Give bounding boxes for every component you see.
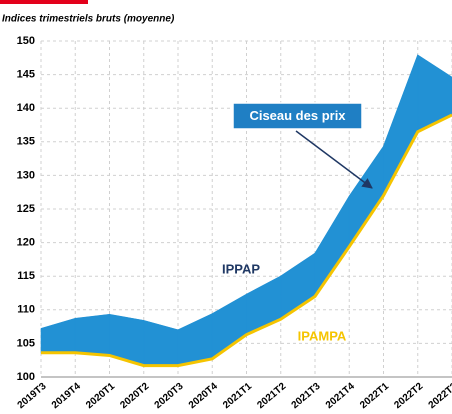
x-tick-label: 2021T2: [255, 381, 288, 412]
x-tick-label: 2022T2: [392, 381, 425, 412]
series-label: IPAMPA: [298, 328, 347, 343]
ippap-line: [40, 54, 452, 331]
y-tick-label: 130: [17, 169, 35, 181]
band-segment: [143, 320, 179, 366]
band-segment: [314, 195, 350, 298]
x-tick-label: 2022T1: [358, 381, 391, 412]
annotation-box: [232, 102, 363, 130]
ipampa-line: [41, 113, 452, 368]
x-tick-label: 2021T1: [221, 381, 254, 412]
x-tick-label: 2022T3: [427, 381, 452, 412]
band-segment: [383, 55, 419, 196]
y-tick-label: 110: [17, 304, 35, 316]
x-tick-label: 2019T3: [16, 381, 49, 412]
band-segment: [74, 314, 110, 356]
y-tick-label: 145: [17, 69, 35, 81]
x-tick-label: 2020T2: [118, 381, 151, 412]
chart-title: Indices trimestriels bruts (moyenne): [2, 14, 175, 25]
x-tick-label: 2020T4: [187, 381, 220, 412]
x-tick-label: 2021T4: [324, 381, 357, 412]
x-tick-label: 2019T4: [50, 381, 83, 412]
header-bar: [0, 0, 88, 4]
series-label: IPPAP: [222, 261, 260, 276]
y-tick-label: 115: [17, 270, 35, 282]
annotation-arrow: [295, 130, 373, 189]
band-segment: [348, 145, 384, 248]
y-tick-label: 140: [17, 102, 35, 114]
x-tick-label: 2020T3: [153, 381, 186, 412]
x-tick-label: 2020T1: [84, 381, 117, 412]
y-tick-label: 120: [17, 237, 35, 249]
x-tick-label: 2021T3: [290, 381, 323, 412]
y-tick-label: 135: [17, 136, 35, 148]
y-tick-label: 150: [17, 35, 35, 47]
y-tick-label: 125: [17, 203, 35, 215]
annotation-text: Ciseau des prix: [249, 108, 346, 123]
y-tick-label: 105: [17, 337, 35, 349]
y-tick-label: 100: [17, 371, 35, 383]
